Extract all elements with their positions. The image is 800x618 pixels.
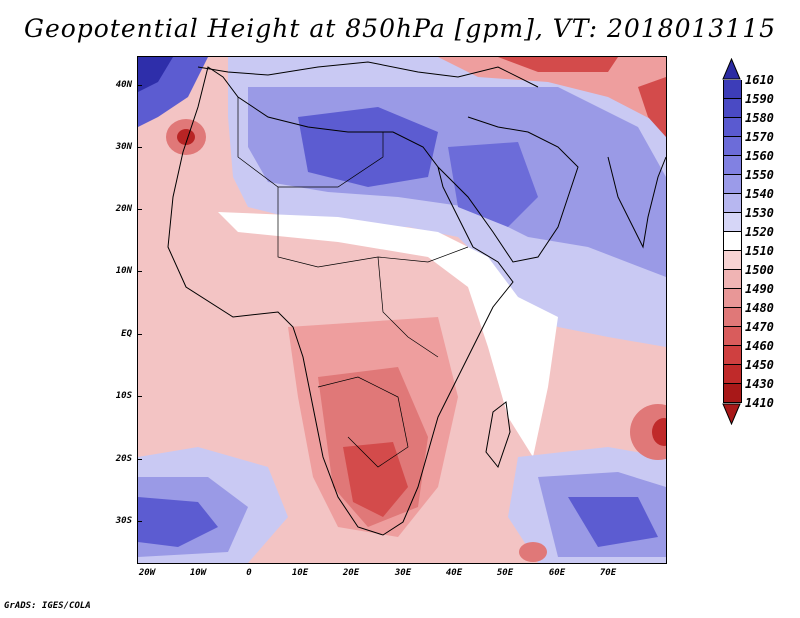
field-sahara-deep (298, 107, 438, 187)
colorbar-label: 1470 (745, 320, 774, 334)
field-morocco-red-core (177, 129, 195, 145)
credit-text: GrADS: IGES/COLA (4, 601, 91, 611)
colorbar-swatch (723, 175, 742, 194)
colorbar-label: 1580 (745, 111, 774, 125)
colorbar-label: 1500 (745, 263, 774, 277)
colorbar-top-arrow (722, 58, 741, 80)
map-panel (137, 56, 667, 564)
lon-label: 30E (394, 568, 412, 578)
lat-label: EQ (121, 329, 132, 339)
colorbar-swatch (723, 251, 742, 270)
field-sw-blue-deep (138, 497, 218, 547)
colorbar-bottom-arrow (722, 403, 741, 425)
colorbar-label: 1590 (745, 92, 774, 106)
lon-label: 50E (496, 568, 514, 578)
colorbar-swatch (723, 194, 742, 213)
colorbar-swatch (723, 213, 742, 232)
colorbar-label: 1610 (745, 73, 774, 87)
lat-label: 10S (115, 391, 132, 401)
axis-tick (137, 334, 142, 335)
lon-label: 60E (548, 568, 566, 578)
lat-label: 30S (115, 516, 132, 526)
field-south-africa-deep (343, 442, 408, 517)
colorbar-label: 1550 (745, 168, 774, 182)
lon-label: 40E (445, 568, 463, 578)
colorbar-swatch (723, 232, 742, 251)
field-sahel-white (218, 212, 558, 457)
colorbar-swatch (723, 137, 742, 156)
geopotential-field (138, 57, 666, 563)
colorbar-swatch (723, 346, 742, 365)
field-nw-blue-deep (138, 57, 173, 92)
axis-tick (137, 271, 142, 272)
axis-tick (137, 396, 142, 397)
field-far-ne-red (638, 77, 666, 137)
field-ne-red-deep (498, 57, 618, 72)
colorbar-swatch (723, 384, 742, 403)
colorbar-swatch (723, 308, 742, 327)
europe-coastline (197, 61, 539, 88)
axis-tick (137, 147, 142, 148)
field-mascarene-red-core (652, 418, 666, 446)
lon-label: 0 (246, 568, 252, 578)
colorbar-swatch (723, 289, 742, 308)
arabia-coastline (437, 116, 579, 263)
colorbar-swatch (723, 156, 742, 175)
colorbar-swatch (723, 80, 742, 99)
colorbar-label: 1510 (745, 244, 774, 258)
border-line (377, 256, 439, 358)
colorbar-label: 1430 (745, 377, 774, 391)
field-south-red (519, 542, 547, 562)
colorbar-label: 1410 (745, 396, 774, 410)
lat-label: 20S (115, 454, 132, 464)
colorbar-label: 1570 (745, 130, 774, 144)
colorbar-swatch (723, 365, 742, 384)
axis-tick (137, 459, 142, 460)
colorbar-swatch (723, 327, 742, 346)
coastlines (167, 61, 666, 536)
border-line (237, 97, 384, 188)
lon-label: 20W (138, 568, 156, 578)
colorbar-label: 1560 (745, 149, 774, 163)
lat-label: 30N (115, 142, 132, 152)
lon-label: 70E (599, 568, 617, 578)
colorbar-label: 1530 (745, 206, 774, 220)
colorbar-label: 1540 (745, 187, 774, 201)
field-ne-red (438, 57, 666, 127)
colorbar-swatch (723, 270, 742, 289)
lat-label: 20N (115, 204, 132, 214)
lon-label: 20E (342, 568, 360, 578)
africa-coastline (167, 66, 514, 536)
field-se-blue-deep (568, 497, 658, 547)
colorbar-label: 1520 (745, 225, 774, 239)
axis-tick (137, 521, 142, 522)
colorbar-swatch (723, 118, 742, 137)
lon-label: 10W (189, 568, 207, 578)
colorbar-label: 1450 (745, 358, 774, 372)
colorbar-label: 1490 (745, 282, 774, 296)
madagascar-coastline (485, 401, 511, 469)
lat-label: 40N (115, 80, 132, 90)
colorbar-label: 1460 (745, 339, 774, 353)
axis-tick (137, 85, 142, 86)
lon-label: 10E (291, 568, 309, 578)
axis-tick (137, 209, 142, 210)
colorbar-swatch (723, 99, 742, 118)
colorbar-label: 1480 (745, 301, 774, 315)
map-title: Geopotential Height at 850hPa [gpm], VT:… (23, 14, 777, 43)
lat-label: 10N (115, 266, 132, 276)
field-arabia-deep (448, 142, 538, 227)
border-line (317, 376, 409, 468)
field-mascarene-red (630, 404, 666, 460)
border-line (277, 187, 469, 268)
india-coastline (607, 156, 666, 249)
country-borders (237, 97, 469, 468)
